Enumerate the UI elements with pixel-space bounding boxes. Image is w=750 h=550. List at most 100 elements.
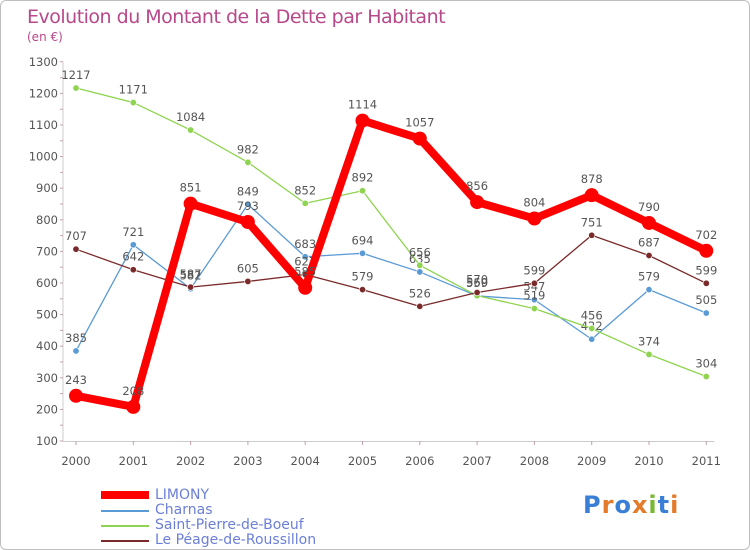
data-label: 304 xyxy=(695,357,717,371)
y-tick-label: 1300 xyxy=(29,55,58,69)
data-label: 656 xyxy=(409,245,431,259)
y-tick-label: 300 xyxy=(36,371,58,385)
data-point xyxy=(530,305,538,313)
data-point xyxy=(702,373,710,381)
legend-label: Le Péage-de-Roussillon xyxy=(155,532,317,548)
data-label: 519 xyxy=(523,289,545,303)
chart-title: Evolution du Montant de la Dette par Hab… xyxy=(27,6,446,28)
y-tick-label: 100 xyxy=(36,434,58,448)
data-label: 852 xyxy=(294,183,316,197)
legend-label: Charnas xyxy=(155,502,213,518)
data-label: 694 xyxy=(352,233,374,247)
data-label: 892 xyxy=(352,171,374,185)
data-label: 790 xyxy=(638,200,660,214)
data-label: 1217 xyxy=(61,68,90,82)
data-point xyxy=(298,280,313,295)
data-label: 599 xyxy=(523,263,545,277)
data-point xyxy=(129,99,137,107)
data-point xyxy=(187,126,195,134)
legend-swatch xyxy=(101,510,149,512)
y-tick-label: 1100 xyxy=(29,118,58,132)
y-tick-label: 500 xyxy=(36,308,58,322)
data-point xyxy=(588,325,596,333)
series-line xyxy=(72,116,711,411)
data-label: 526 xyxy=(409,286,431,300)
data-label: 687 xyxy=(638,236,660,250)
series-line xyxy=(75,234,707,308)
data-label: 570 xyxy=(466,272,488,286)
x-tick-label: 2009 xyxy=(577,454,606,468)
data-point xyxy=(642,215,656,230)
data-label: 856 xyxy=(466,179,488,193)
data-point xyxy=(416,302,424,310)
x-tick-label: 2001 xyxy=(119,454,148,468)
data-point xyxy=(358,286,366,294)
data-point xyxy=(412,131,427,146)
x-tick-label: 2008 xyxy=(520,454,549,468)
data-label: 385 xyxy=(65,331,87,345)
data-point xyxy=(244,158,252,166)
x-tick-label: 2002 xyxy=(176,454,205,468)
x-tick-label: 2010 xyxy=(634,454,663,468)
data-point xyxy=(645,252,653,260)
data-point xyxy=(129,241,137,249)
data-label: 635 xyxy=(409,252,431,266)
series-charnas: 385721582849683694635559547422579505 xyxy=(65,184,717,355)
legend-label: LIMONY xyxy=(155,487,210,503)
data-label: 582 xyxy=(180,269,202,283)
data-point xyxy=(699,243,714,258)
data-label: 456 xyxy=(581,309,603,323)
data-point xyxy=(301,199,309,207)
data-label: 605 xyxy=(237,261,259,275)
data-label: 579 xyxy=(638,270,660,284)
data-label: 243 xyxy=(65,373,87,387)
data-point xyxy=(358,249,366,257)
data-label: 751 xyxy=(581,215,603,229)
data-point xyxy=(240,215,255,230)
data-point xyxy=(645,286,653,294)
legend-swatch xyxy=(101,525,149,527)
data-point xyxy=(588,335,596,343)
data-point xyxy=(183,196,198,211)
data-label: 982 xyxy=(237,142,259,156)
x-tick-label: 2003 xyxy=(233,454,262,468)
y-tick-label: 900 xyxy=(36,181,58,195)
series-line xyxy=(75,87,707,378)
data-label: 793 xyxy=(237,199,259,213)
data-point xyxy=(584,188,599,203)
data-label: 560 xyxy=(466,276,488,290)
data-label: 1084 xyxy=(176,110,205,124)
data-label: 505 xyxy=(695,293,717,307)
y-tick-label: 800 xyxy=(36,213,58,227)
data-label: 1171 xyxy=(119,83,148,97)
data-label: 559 xyxy=(466,276,488,290)
y-tick-label: 700 xyxy=(36,244,58,258)
data-point xyxy=(72,84,80,92)
x-tick-label: 2007 xyxy=(462,454,491,468)
x-tick-label: 2000 xyxy=(61,454,90,468)
data-label: 1114 xyxy=(348,98,377,112)
data-label: 208 xyxy=(122,384,144,398)
data-label: 599 xyxy=(695,263,717,277)
x-tick-label: 2005 xyxy=(348,454,377,468)
data-point xyxy=(588,231,596,239)
chart-unit: (en €) xyxy=(27,30,63,44)
data-label: 374 xyxy=(638,334,660,348)
x-tick-label: 2004 xyxy=(291,454,320,468)
y-tick-label: 200 xyxy=(36,402,58,416)
series-limony: 243 208 851 793 585 1114 1057 856 804 878 790 702 xyxy=(65,98,717,414)
data-point xyxy=(530,296,538,304)
data-label: 849 xyxy=(237,184,259,198)
y-tick-label: 1200 xyxy=(29,86,58,100)
y-tick-label: 400 xyxy=(36,339,58,353)
data-point xyxy=(358,187,366,195)
data-point xyxy=(702,309,710,317)
data-label: 702 xyxy=(695,228,717,242)
data-point xyxy=(301,253,309,261)
series-saint-pierre-de-boeuf: 1217 1171 1084 982 852 892 656 560 519 456 374 304 xyxy=(61,68,717,381)
legend-label: Saint-Pierre-de-Boeuf xyxy=(155,517,304,533)
data-label: 707 xyxy=(65,229,87,243)
